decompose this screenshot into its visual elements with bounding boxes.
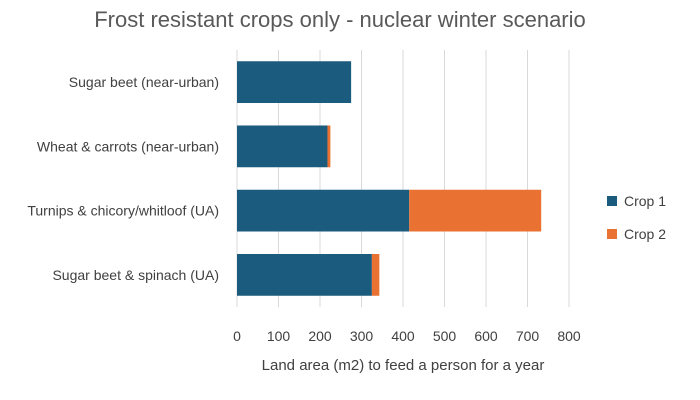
bar-2-2 <box>327 125 331 168</box>
chart-title: Frost resistant crops only - nuclear win… <box>94 7 586 32</box>
x-tick-label: 600 <box>474 328 498 344</box>
bar-1-3 <box>237 189 410 232</box>
x-tick-label: 400 <box>391 328 415 344</box>
legend-label: Crop 2 <box>624 226 666 242</box>
x-tick-label: 200 <box>308 328 332 344</box>
bar-1-4 <box>237 253 372 296</box>
bar-1-1 <box>237 61 352 104</box>
category-label: Sugar beet (near-urban) <box>69 74 219 90</box>
x-tick-label: 700 <box>516 328 540 344</box>
bar-2-3 <box>409 189 542 232</box>
legend-label: Crop 1 <box>624 193 666 209</box>
category-labels: Sugar beet (near-urban) Wheat & carrots (… <box>27 74 219 283</box>
x-tick-label: 800 <box>557 328 581 344</box>
legend: Crop 1 Crop 2 <box>607 193 666 242</box>
bar-1-2 <box>237 125 328 168</box>
legend-swatch <box>607 229 617 239</box>
bars <box>237 61 542 296</box>
category-label: Wheat & carrots (near-urban) <box>37 138 219 154</box>
x-tick-label: 500 <box>433 328 457 344</box>
x-tick-label: 0 <box>233 328 241 344</box>
x-tick-labels: 0 100 200 300 400 500 600 700 800 <box>233 328 581 344</box>
category-label: Sugar beet & spinach (UA) <box>52 267 219 283</box>
category-label: Turnips & chicory/whitloof (UA) <box>27 203 219 219</box>
x-axis-title: Land area (m2) to feed a person for a ye… <box>262 357 545 374</box>
bar-2-4 <box>371 253 380 296</box>
x-tick-label: 100 <box>267 328 291 344</box>
x-tick-label: 300 <box>350 328 374 344</box>
legend-swatch <box>607 196 617 206</box>
